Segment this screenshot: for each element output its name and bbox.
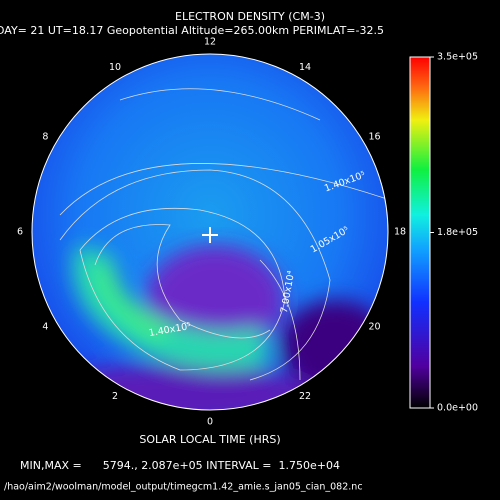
- chart-subtitle: DAY= 21 UT=18.17 Geopotential Altitude=2…: [0, 24, 384, 37]
- local-time-label: 6: [17, 227, 23, 238]
- footer-file: /hao/aim2/woolman/model_output/timegcm1.…: [4, 482, 363, 493]
- x-axis-label: SOLAR LOCAL TIME (HRS): [139, 433, 280, 446]
- local-time-label: 22: [299, 391, 311, 402]
- local-time-label: 20: [368, 322, 380, 333]
- colorbar-tick-label: 3.5e+05: [437, 52, 478, 63]
- local-time-label: 4: [42, 322, 48, 333]
- colorbar-tick-label: 1.8e+05: [437, 227, 478, 238]
- colorbar: [409, 56, 431, 409]
- local-time-label: 2: [112, 391, 118, 402]
- local-time-label: 18: [394, 227, 406, 238]
- local-time-label: 0: [207, 417, 213, 428]
- plot-border: [31, 53, 389, 411]
- local-time-label: 10: [109, 62, 121, 73]
- pole-marker: [202, 227, 218, 243]
- local-time-label: 16: [368, 132, 380, 143]
- colorbar-tick-label: 0.0e+00: [437, 403, 478, 414]
- local-time-label: 12: [204, 37, 216, 48]
- contour-field: [32, 54, 388, 410]
- local-time-label: 8: [42, 132, 48, 143]
- chart-title: ELECTRON DENSITY (CM-3): [175, 10, 325, 23]
- footer-stats: MIN,MAX = 5794., 2.087e+05 INTERVAL = 1.…: [20, 459, 340, 472]
- local-time-label: 14: [299, 62, 311, 73]
